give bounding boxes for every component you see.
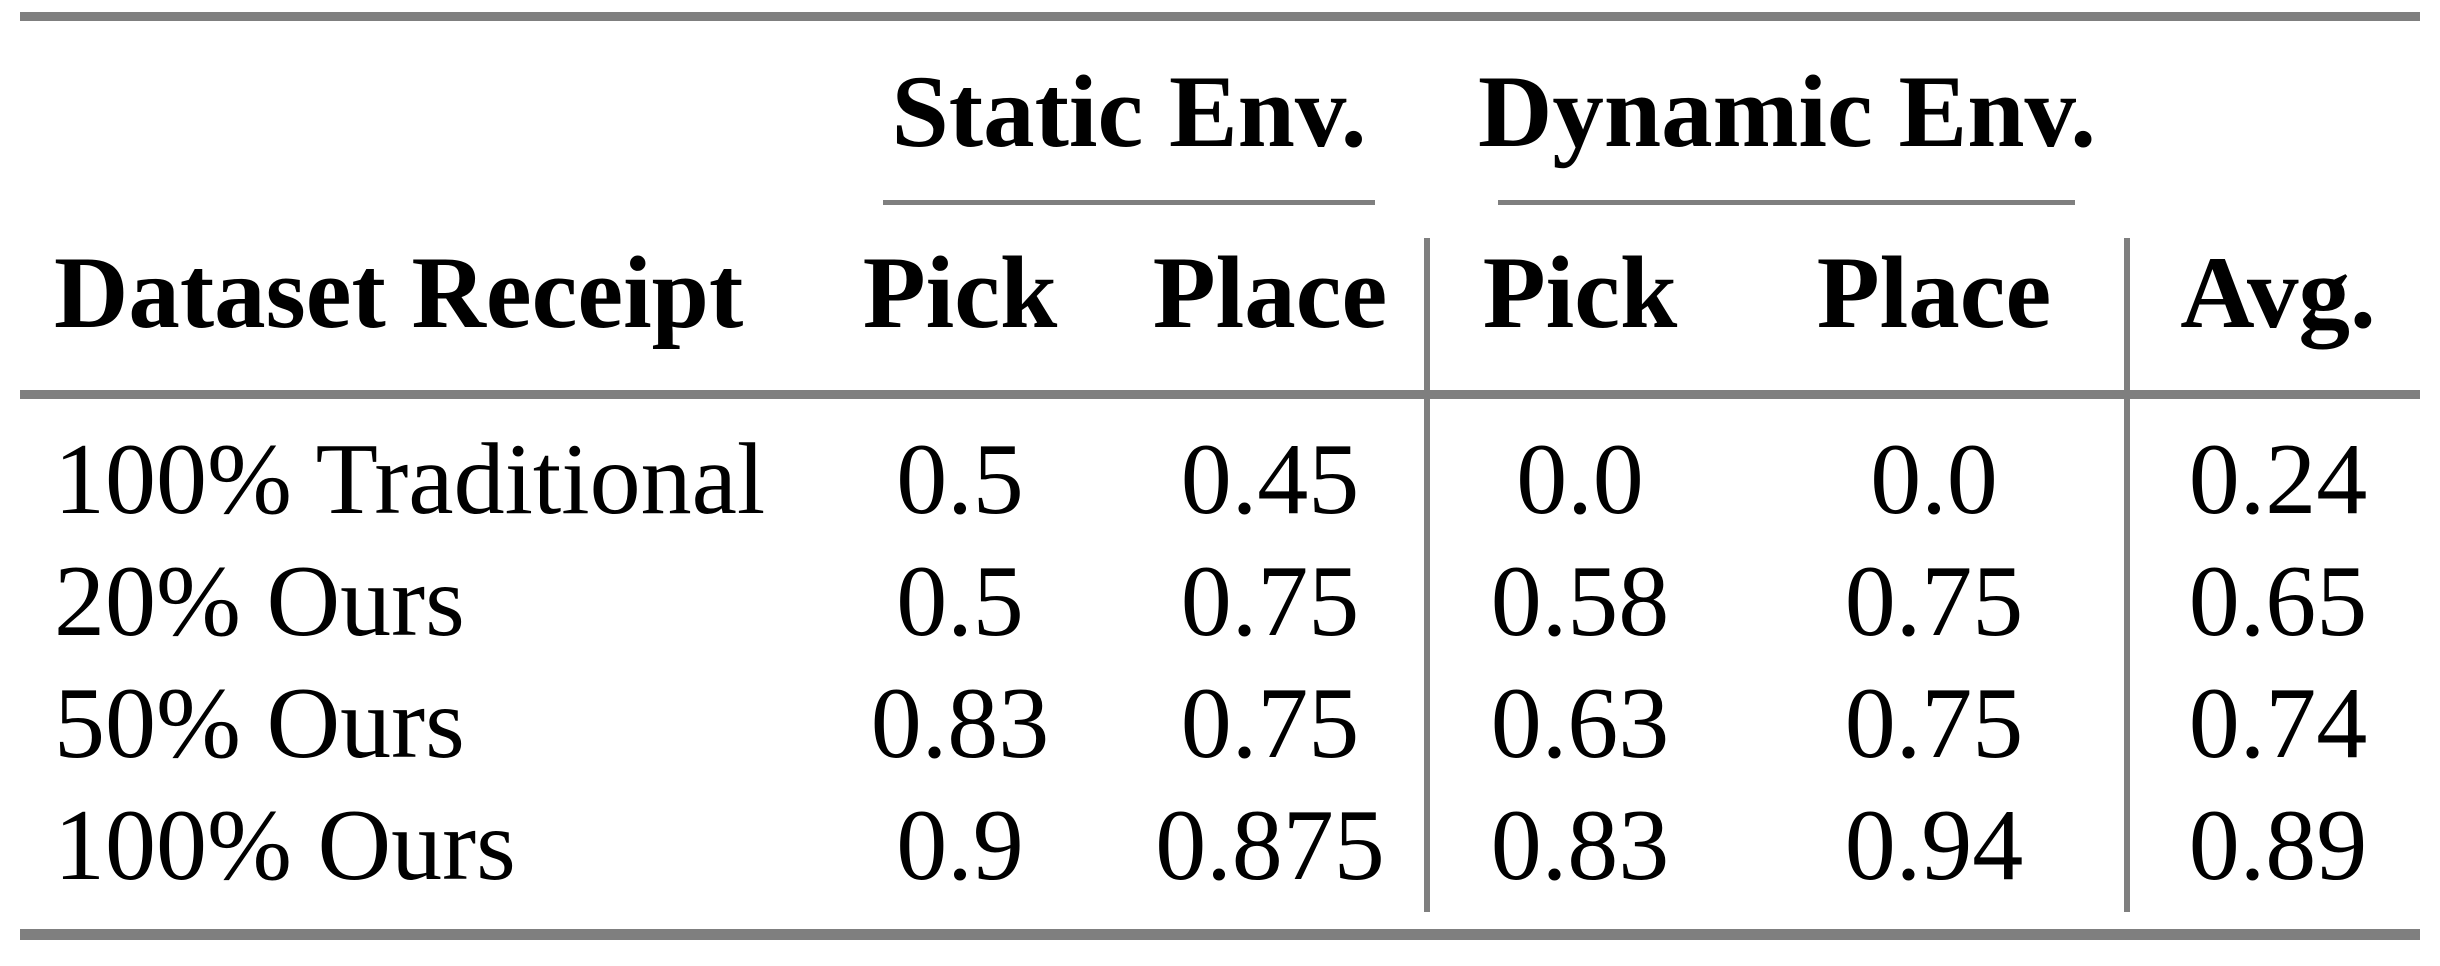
header-mid-rule: [20, 390, 2420, 399]
top-rule: [20, 12, 2420, 21]
group-header-dynamic-env: Dynamic Env.: [1477, 55, 2097, 169]
table-cell: 0.65: [2188, 545, 2368, 658]
column-header-avg: Avg.: [2180, 236, 2376, 350]
group-header-static-env: Static Env.: [891, 55, 1367, 169]
dynamic-env-underline: [1498, 200, 2075, 205]
row-label: 100% Traditional: [54, 423, 766, 536]
table-cell: 0.75: [1180, 667, 1360, 780]
table-cell: 0.89: [2188, 789, 2368, 902]
table-cell: 0.875: [1155, 789, 1385, 902]
vertical-separator-1: [1424, 238, 1430, 912]
table-cell: 0.63: [1490, 667, 1670, 780]
table-cell: 0.9: [896, 789, 1024, 902]
table-cell: 0.75: [1844, 545, 2024, 658]
bottom-rule: [20, 929, 2420, 940]
table-cell: 0.83: [1490, 789, 1670, 902]
table-cell: 0.75: [1180, 545, 1360, 658]
table-cell: 0.94: [1844, 789, 2024, 902]
vertical-separator-2: [2124, 238, 2130, 912]
table-cell: 0.83: [870, 667, 1050, 780]
static-env-underline: [883, 200, 1375, 205]
row-label: 50% Ours: [54, 667, 465, 780]
table-cell: 0.24: [2188, 423, 2368, 536]
column-header-dataset-receipt: Dataset Receipt: [54, 236, 744, 350]
table-cell: 0.75: [1844, 667, 2024, 780]
row-label: 100% Ours: [54, 789, 516, 902]
table-cell: 0.58: [1490, 545, 1670, 658]
column-header-static-place: Place: [1152, 236, 1388, 350]
table-cell: 0.0: [1516, 423, 1644, 536]
table-cell: 0.5: [896, 423, 1024, 536]
column-header-dynamic-pick: Pick: [1482, 236, 1678, 350]
table-cell: 0.0: [1870, 423, 1998, 536]
table-cell: 0.5: [896, 545, 1024, 658]
row-label: 20% Ours: [54, 545, 465, 658]
column-header-dynamic-place: Place: [1816, 236, 2052, 350]
table-cell: 0.74: [2188, 667, 2368, 780]
table-cell: 0.45: [1180, 423, 1360, 536]
column-header-static-pick: Pick: [862, 236, 1058, 350]
